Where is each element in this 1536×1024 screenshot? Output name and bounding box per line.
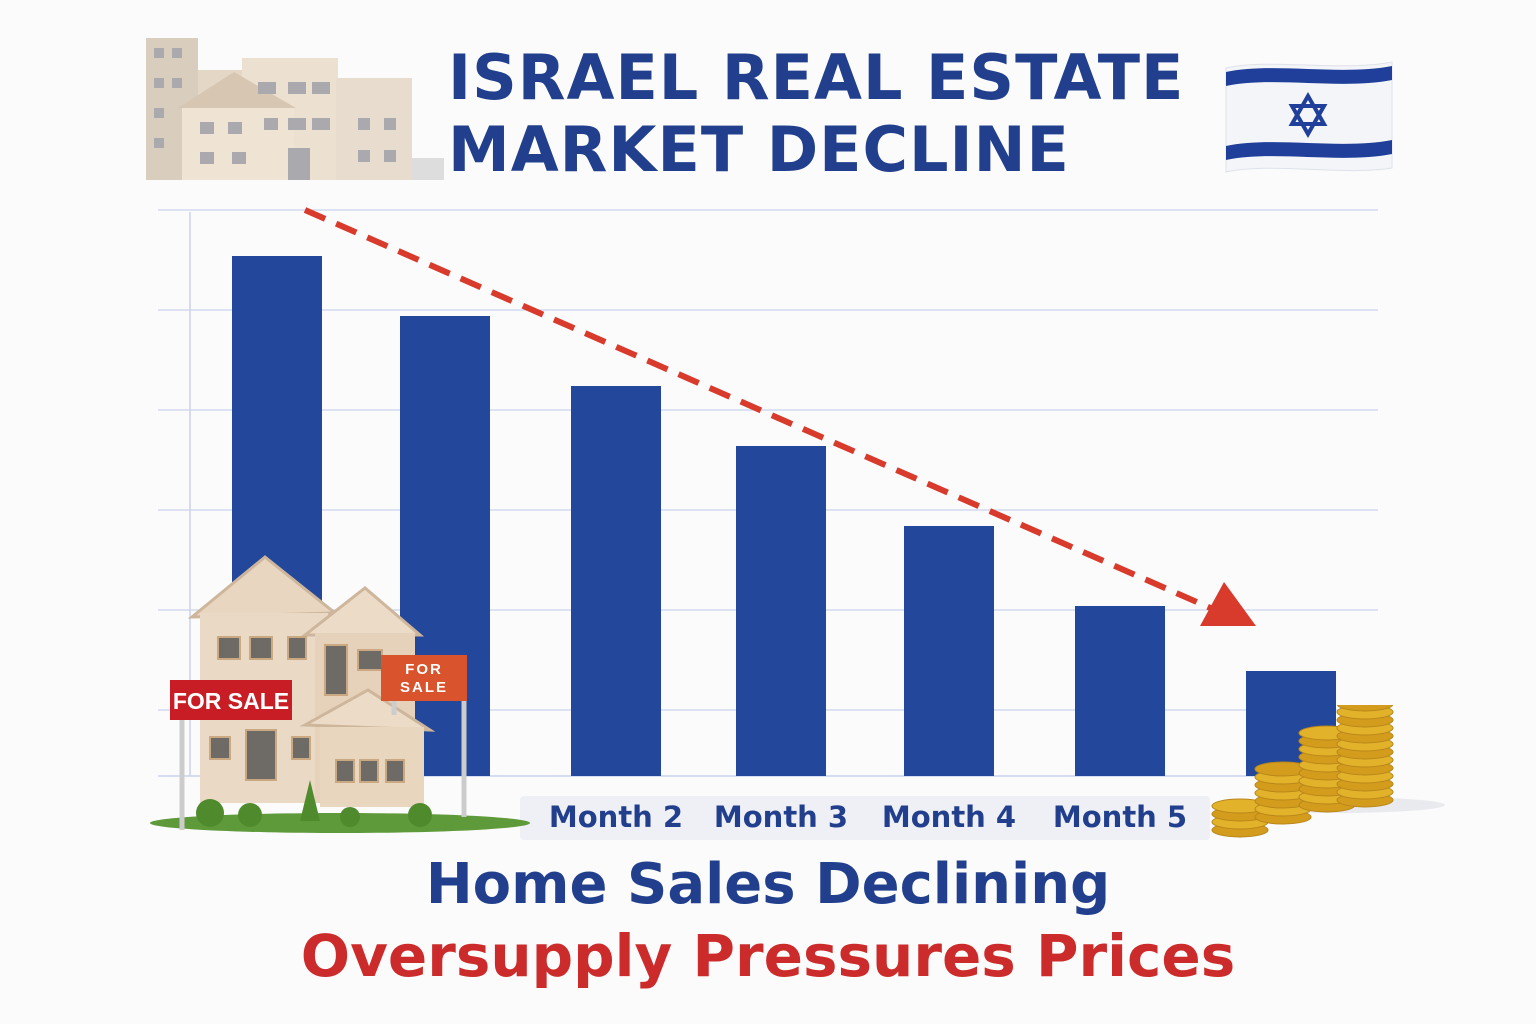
israel-flag-icon <box>1222 58 1396 180</box>
x-tick-label: Month 3 <box>713 800 849 834</box>
x-tick-label: Month 5 <box>1052 800 1188 834</box>
trend-arrowhead <box>1200 582 1256 626</box>
for-sale-sign-right-line-1: FOR <box>405 661 443 678</box>
for-sale-sign-right-line-2: SALE <box>400 679 448 696</box>
title-line-1: ISRAEL REAL ESTATE <box>448 41 1185 114</box>
gold-coins-icon <box>1205 688 1450 849</box>
houses-for-sale-illustration: FOR SALE FOR SALE <box>150 555 530 839</box>
trend-arrow <box>303 207 1256 626</box>
subtitle-oversupply: Oversupply Pressures Prices <box>300 922 1236 990</box>
title-line-2: MARKET DECLINE <box>448 113 1070 186</box>
subtitle-home-sales: Home Sales Declining <box>425 852 1111 917</box>
x-tick-label: Month 2 <box>548 800 684 834</box>
for-sale-sign-left: FOR SALE <box>173 688 289 714</box>
bar-6 <box>1075 606 1165 776</box>
buildings-illustration <box>146 38 446 187</box>
bar-3 <box>571 386 661 776</box>
bar-4 <box>736 446 826 776</box>
bar-5 <box>904 526 994 776</box>
page-title: ISRAEL REAL ESTATE MARKET DECLINE <box>448 42 1184 186</box>
x-axis-label-band <box>520 796 1210 840</box>
trend-line <box>303 207 1217 613</box>
x-tick-label: Month 4 <box>881 800 1017 834</box>
